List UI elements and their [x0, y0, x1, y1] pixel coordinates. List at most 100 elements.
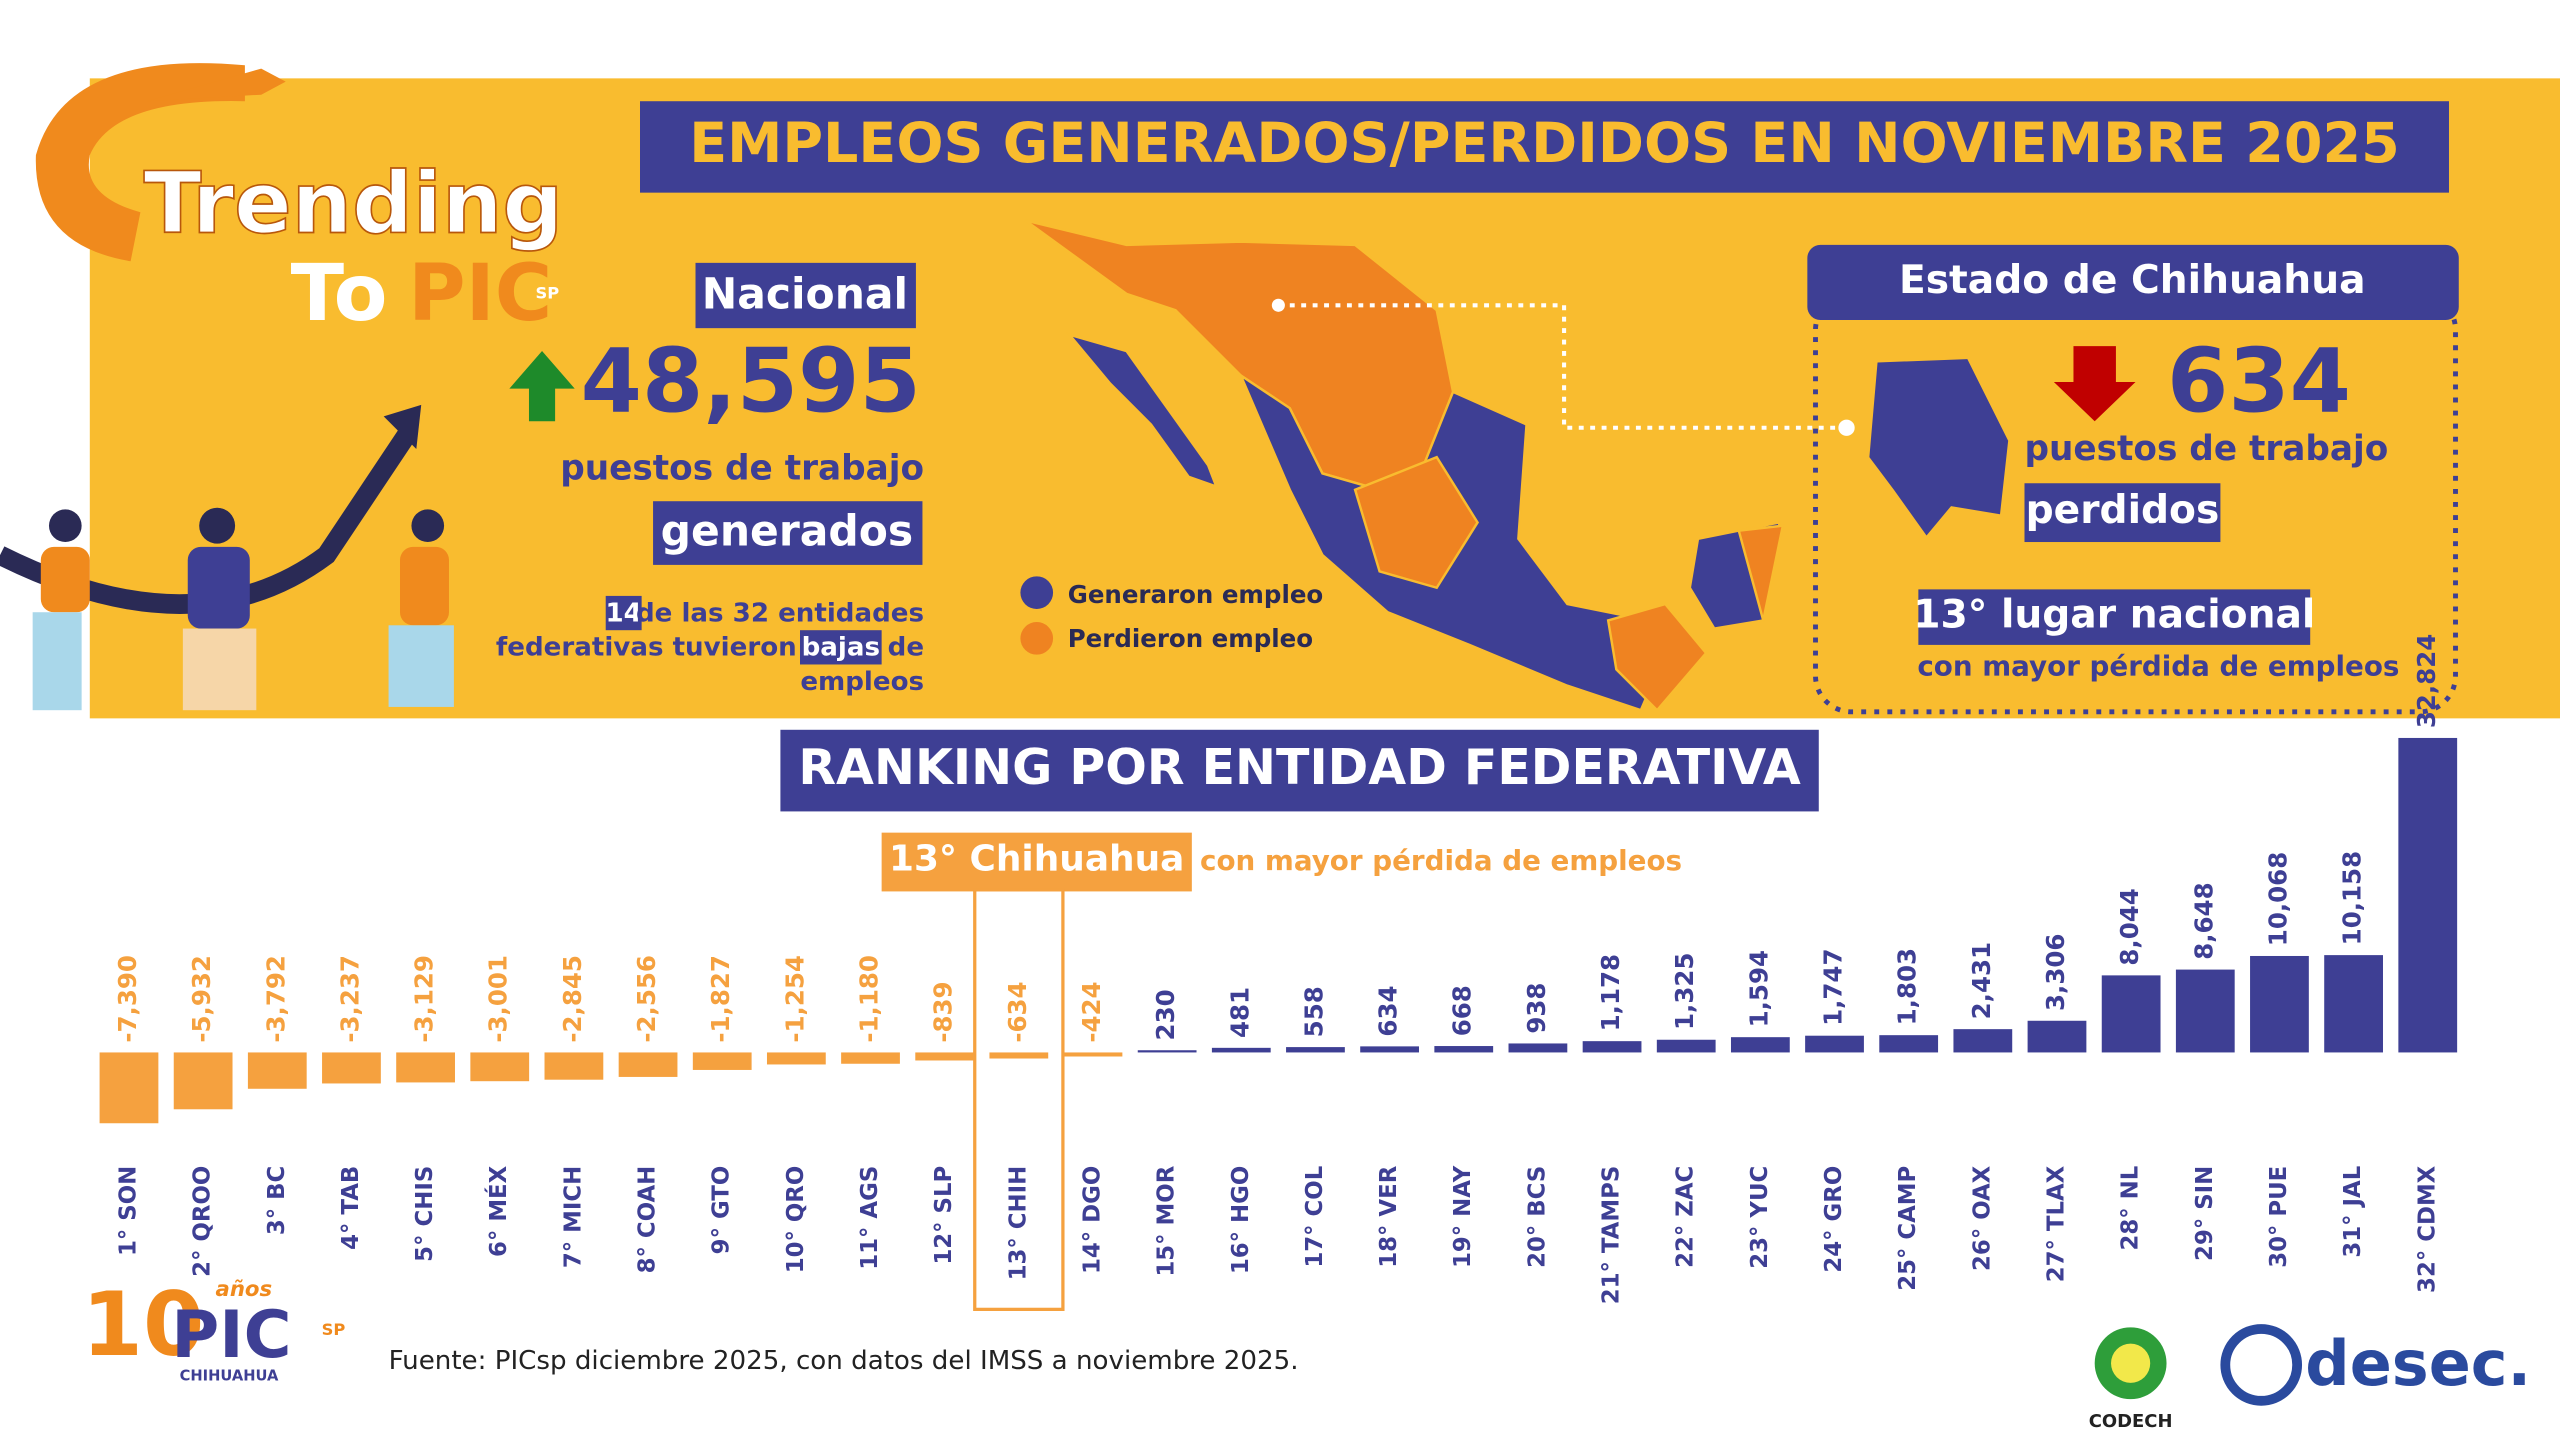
codech-label: CODECH: [2089, 1411, 2173, 1432]
value-label: 8,044: [2115, 888, 2144, 965]
person-head: [199, 507, 236, 544]
value-label: 938: [1522, 983, 1551, 1034]
desec-label: desec.: [2305, 1327, 2531, 1400]
source: Fuente: PICsp diciembre 2025, con datos …: [389, 1346, 1299, 1376]
state-title: Estado de Chihuahua: [1899, 258, 2366, 303]
state-line2: perdidos: [2026, 488, 2220, 533]
value-label: -2,556: [632, 955, 661, 1043]
x-tick-label: 11° AGS: [857, 1166, 883, 1270]
bar: [1879, 1035, 1939, 1053]
x-tick-label: 6° MÉX: [484, 1165, 512, 1257]
logo-arrow: [146, 68, 286, 102]
national-line2-box: [653, 501, 923, 565]
desec-logo: [2220, 1324, 2303, 1406]
value-label: 634: [1374, 985, 1403, 1036]
x-tick-label: 8° COAH: [635, 1166, 661, 1274]
x-tick-label: 26° OAX: [1969, 1165, 1995, 1271]
note-text: bajas: [802, 633, 880, 663]
x-tick-label: 23° YUC: [1747, 1166, 1773, 1269]
bar: [1508, 1043, 1568, 1053]
national-label: Nacional: [702, 271, 908, 320]
state-rank: 13° lugar nacional: [1913, 593, 2315, 638]
bar: [1805, 1035, 1864, 1053]
bar: [173, 1052, 233, 1110]
value-label: -1,254: [780, 955, 809, 1043]
note-text: de: [888, 633, 924, 663]
x-tick-label: 21° TAMPS: [1599, 1166, 1625, 1305]
footer-logo-years: 10: [82, 1273, 205, 1376]
value-label: -1,180: [855, 955, 884, 1043]
logo-to: To: [291, 248, 388, 339]
bar: [2324, 955, 2383, 1053]
legend-label: Perdieron empleo: [1068, 624, 1313, 653]
state-line1: puestos de trabajo: [2024, 429, 2388, 469]
x-tick-label: 20° BCS: [1524, 1166, 1550, 1268]
x-tick-label: 22° ZAC: [1673, 1166, 1699, 1268]
bar: [470, 1052, 530, 1082]
map-bajio: [1353, 455, 1479, 590]
footer-logo-city: CHIHUAHUA: [180, 1367, 279, 1384]
value-label: 8,648: [2189, 882, 2218, 959]
legend-label: Generaron empleo: [1068, 580, 1324, 609]
x-tick-label: 30° PUE: [2266, 1166, 2292, 1268]
bar: [1582, 1041, 1642, 1053]
state-rank-note: con mayor pérdida de empleos: [1917, 650, 2399, 683]
bar: [1360, 1046, 1419, 1053]
note-highlight: [605, 595, 642, 631]
value-label: -424: [1077, 981, 1106, 1042]
title: EMPLEOS GENERADOS/PERDIDOS EN NOVIEMBRE …: [689, 111, 2399, 176]
x-tick-label: 9° GTO: [709, 1166, 735, 1255]
chihuahua-shape: [1869, 359, 2009, 536]
x-tick-label: 16° HGO: [1228, 1166, 1254, 1274]
bar: [1953, 1029, 2013, 1053]
bar: [618, 1052, 678, 1077]
bar: [1063, 1052, 1123, 1057]
value-label: 558: [1299, 986, 1328, 1037]
bar: [1211, 1047, 1271, 1053]
person-head: [48, 509, 82, 543]
legend-swatch: [1020, 622, 1054, 655]
highlight-label-box: [881, 832, 1192, 892]
bar: [2398, 737, 2458, 1053]
bar: [2027, 1020, 2087, 1053]
footer-logo-anos: años: [216, 1277, 273, 1302]
footer-logo-sp: SP: [322, 1320, 346, 1339]
state-panel-border: [1813, 291, 2458, 715]
map-south: [1606, 602, 1708, 712]
bar: [692, 1052, 752, 1070]
x-tick-label: 31° JAL: [2340, 1166, 2366, 1258]
value-label: 1,325: [1670, 953, 1699, 1030]
state-line2-box: [2024, 483, 2221, 543]
person-body: [40, 546, 90, 613]
title-box: [640, 101, 2449, 193]
x-tick-label: 17° COL: [1302, 1166, 1328, 1268]
value-label: 230: [1151, 989, 1180, 1040]
x-tick-label: 4° TAB: [338, 1166, 364, 1250]
state-rank-box: [1918, 589, 2311, 645]
x-tick-label: 1° SON: [115, 1166, 141, 1256]
logo-pic: PIC: [408, 248, 552, 339]
x-tick-label: 5° CHIS: [412, 1166, 438, 1262]
national-line2: generados: [661, 507, 914, 556]
value-label: -3,237: [335, 955, 364, 1043]
x-tick-label: 28° NL: [2118, 1166, 2144, 1251]
chart-title: RANKING POR ENTIDAD FEDERATIVA: [798, 739, 1801, 796]
bar: [841, 1052, 900, 1064]
bar: [2101, 975, 2161, 1053]
connector-dot: [1838, 419, 1855, 436]
person-legs: [388, 625, 454, 707]
value-label: 668: [1448, 985, 1477, 1036]
value-label: -3,001: [484, 955, 513, 1043]
bar: [1286, 1047, 1345, 1053]
value-label: 1,178: [1596, 954, 1625, 1031]
value-label: -3,129: [410, 955, 439, 1043]
highlight-label: 13° Chihuahua: [889, 838, 1184, 879]
highlight-note: con mayor pérdida de empleos: [1200, 844, 1682, 877]
x-tick-label: 10° QRO: [783, 1166, 809, 1274]
map-baja: [1065, 332, 1219, 489]
bar: [2175, 969, 2235, 1053]
x-tick-label: 18° VER: [1376, 1165, 1402, 1267]
bar: [322, 1052, 381, 1084]
value-label: 2,431: [1967, 942, 1996, 1019]
